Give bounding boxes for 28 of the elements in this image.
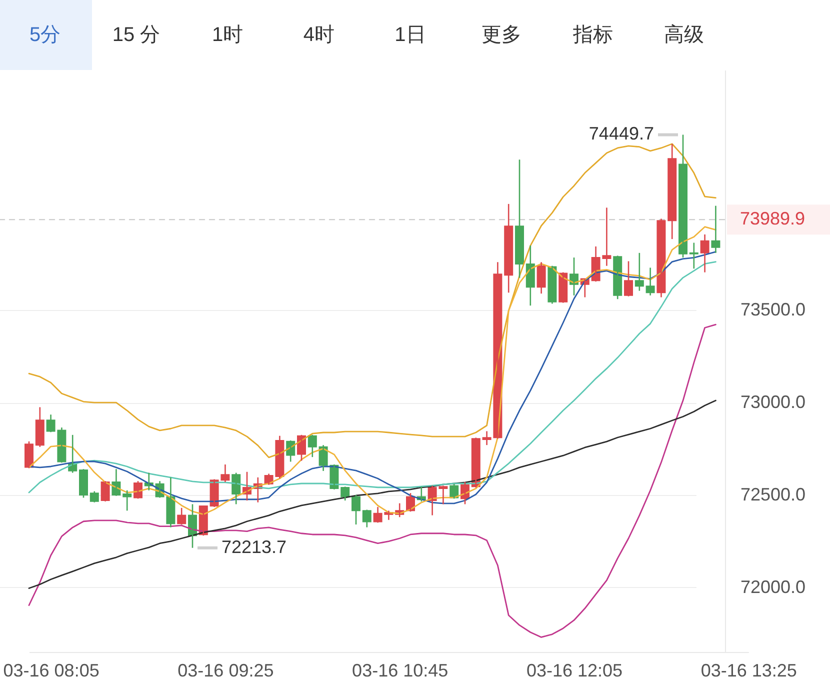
- x-tick-label: 03-16 12:05: [526, 660, 623, 680]
- text: 74449.7: [588, 124, 654, 144]
- text: 更多: [482, 24, 522, 46]
- x-tick-label: 03-16 09:25: [178, 660, 274, 680]
- y-tick-label: 73500.0: [740, 300, 806, 320]
- candlestick: [122, 490, 132, 512]
- candlestick: [624, 260, 633, 297]
- line-series: [28, 324, 716, 638]
- candlestick: [90, 490, 99, 503]
- line-series: [28, 400, 716, 589]
- text: 72213.7: [222, 536, 287, 557]
- candlestick: [634, 252, 644, 292]
- candlestick: [689, 242, 698, 270]
- x-tick-label: 03-16 13:25: [700, 660, 797, 680]
- line-series: [28, 143, 716, 458]
- text: 15 分: [112, 24, 160, 46]
- y-tick-label: 72000.0: [740, 576, 806, 597]
- y-tick-label: 72500.0: [740, 484, 806, 504]
- text: 1日: [394, 24, 426, 46]
- text: 5分: [29, 24, 61, 46]
- ref-line-label: 73989.9: [740, 208, 806, 229]
- text: 高级: [664, 23, 704, 46]
- text: 1时: [212, 24, 244, 46]
- x-tick-label: 03-16 10:45: [352, 660, 448, 680]
- y-tick-label: 73000.0: [740, 392, 806, 412]
- x-tick-label: 03-16 08:05: [3, 660, 100, 680]
- text: 指标: [572, 24, 613, 46]
- text: 4时: [303, 24, 334, 46]
